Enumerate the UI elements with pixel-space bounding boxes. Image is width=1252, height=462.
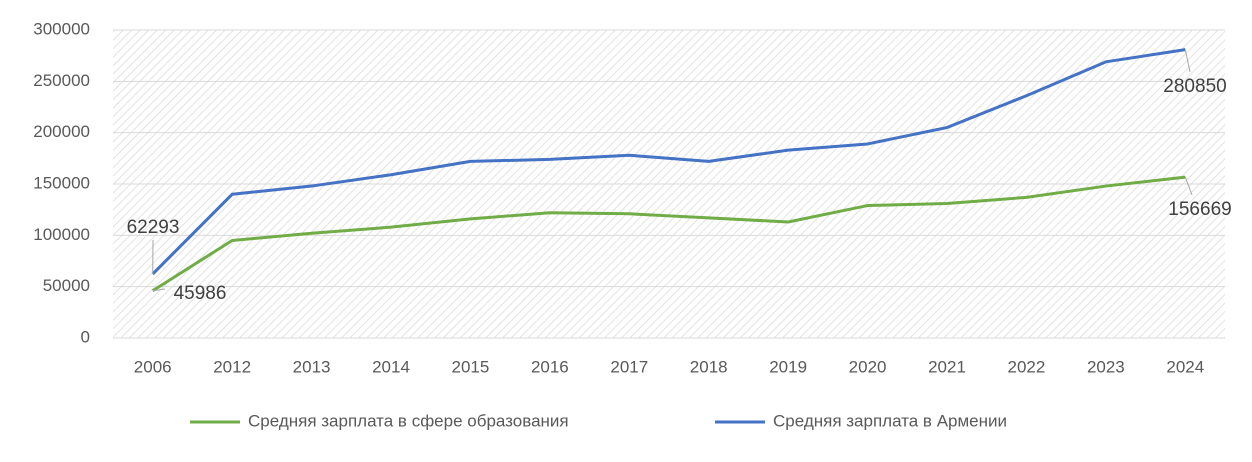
series-line (151, 48, 1186, 276)
legend-label: Средняя зарплата в Армении (773, 411, 1007, 430)
x-tick-label: 2015 (452, 357, 490, 376)
y-tick-label: 50000 (43, 276, 90, 295)
x-tick-label: 2017 (610, 357, 648, 376)
x-tick-label: 2023 (1087, 357, 1125, 376)
x-tick-label: 2018 (690, 357, 728, 376)
y-tick-label: 0 (81, 327, 90, 346)
leader-line (1184, 176, 1193, 196)
y-tick-label: 200000 (33, 122, 90, 141)
x-tick-label: 2021 (928, 357, 966, 376)
x-tick-label: 2014 (372, 357, 410, 376)
x-tick-label: 2019 (769, 357, 807, 376)
leader-line (1184, 49, 1191, 73)
data-label: 62293 (127, 217, 180, 238)
series-line (151, 175, 1186, 293)
y-tick-label: 100000 (33, 225, 90, 244)
x-tick-label: 2020 (849, 357, 887, 376)
x-tick-label: 2006 (134, 357, 172, 376)
y-tick-label: 250000 (33, 71, 90, 90)
y-tick-label: 300000 (33, 19, 90, 38)
x-tick-label: 2024 (1166, 357, 1204, 376)
x-tick-label: 2022 (1008, 357, 1046, 376)
leader-line (152, 288, 166, 292)
x-tick-label: 2016 (531, 357, 569, 376)
data-label: 280850 (1163, 76, 1226, 97)
data-label: 156669 (1168, 199, 1231, 220)
legend-label: Средняя зарплата в сфере образования (248, 411, 569, 430)
y-tick-label: 150000 (33, 173, 90, 192)
x-tick-label: 2013 (293, 357, 331, 376)
data-label: 45986 (174, 283, 227, 304)
x-tick-label: 2012 (213, 357, 251, 376)
